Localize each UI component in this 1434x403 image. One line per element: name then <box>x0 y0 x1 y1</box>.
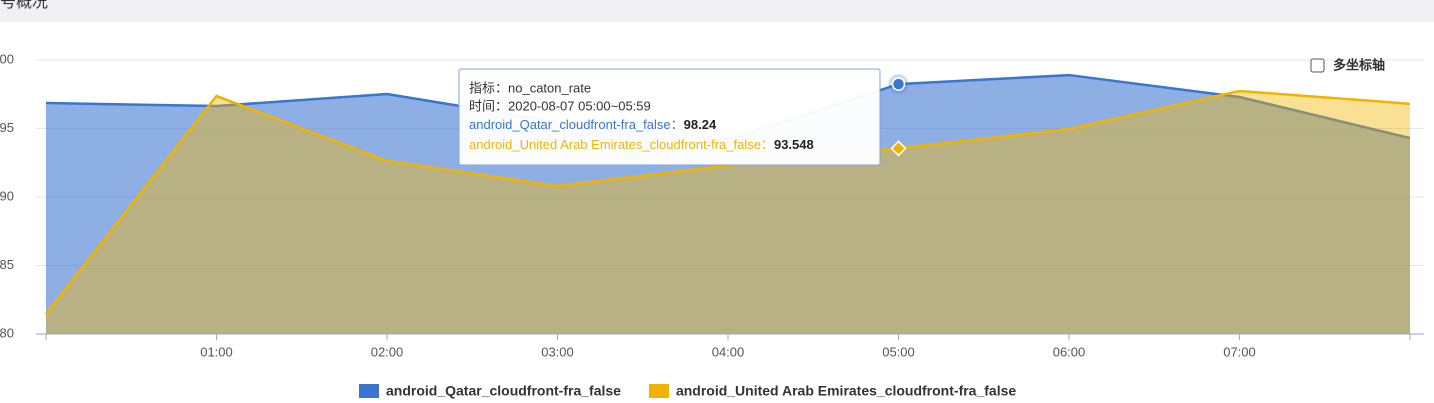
header-title: 号概况 <box>0 0 48 11</box>
area-fill <box>46 90 1410 334</box>
y-tick-label: 95 <box>0 120 14 135</box>
x-tick-label: 04:00 <box>712 344 745 359</box>
plot <box>45 73 1411 334</box>
tooltip-series: android_Qatar_cloudfront-fra_false：98.24 <box>469 117 717 132</box>
legend-swatch[interactable] <box>648 384 669 398</box>
tooltip-name: android_Qatar_cloudfront-fra_false <box>469 117 671 132</box>
y-tick-label: 80 <box>0 325 14 340</box>
tooltip-separator: ： <box>671 117 684 132</box>
legend: android_Qatar_cloudfront-fra_false androi… <box>359 383 1016 399</box>
x-tick-label: 01:00 <box>200 344 233 359</box>
tooltip-name: android_United Arab Emirates_cloudfront-… <box>469 137 761 152</box>
x-tick-label: 06:00 <box>1053 344 1086 359</box>
tooltip-value: 98.24 <box>684 117 717 132</box>
tooltip: 指标：no_caton_rate 时间：2020-08-07 05:00~05:5… <box>458 68 909 166</box>
tooltip-value: 93.548 <box>774 137 814 152</box>
tooltip-separator: ： <box>761 137 774 152</box>
x-tick-label: 07:00 <box>1223 344 1256 359</box>
legend-swatch[interactable] <box>359 384 379 398</box>
y-tick-label: 100 <box>0 51 14 66</box>
x-tick-label: 03:00 <box>541 344 574 359</box>
hover-point <box>891 77 906 91</box>
legend-label[interactable]: android_United Arab Emirates_cloudfront-… <box>676 383 1016 399</box>
tooltip-time: 时间：2020-08-07 05:00~05:59 <box>469 98 651 113</box>
axis: 80 85 90 95 100 01:00 02:00 03:00 04:00 05:00 06:0… <box>0 51 1424 359</box>
header-band <box>0 0 1434 22</box>
y-tick-label: 90 <box>0 188 14 203</box>
x-tick-label: 05:00 <box>882 344 915 359</box>
legend-label[interactable]: android_Qatar_cloudfront-fra_false <box>386 383 621 399</box>
tooltip-series: android_United Arab Emirates_cloudfront-… <box>469 137 814 152</box>
area-fill <box>46 75 1410 334</box>
hover-point <box>890 140 907 157</box>
tooltip-box <box>458 68 881 166</box>
y-tick-label: 85 <box>0 257 14 272</box>
checkbox[interactable] <box>1310 58 1325 73</box>
tooltip-metric: 指标：no_caton_rate <box>469 80 591 95</box>
x-tick-label: 02:00 <box>371 344 404 359</box>
checkbox-label[interactable]: 多坐标轴 <box>1333 57 1385 72</box>
